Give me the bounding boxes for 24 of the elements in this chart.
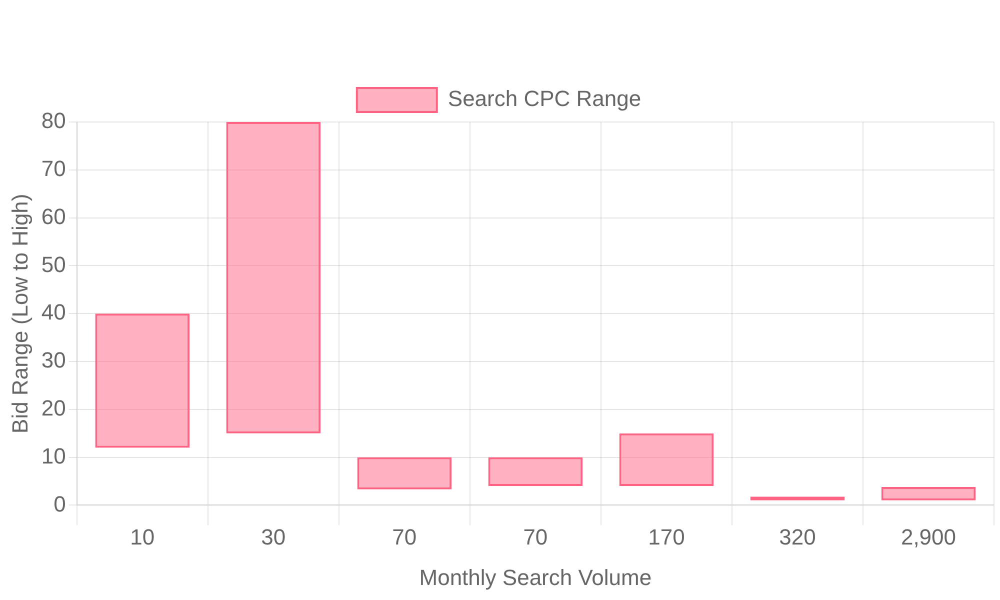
x-tick-label: 70 xyxy=(392,524,417,550)
y-tick-label: 10 xyxy=(41,443,66,468)
x-tick-label: 70 xyxy=(523,524,548,550)
x-tick-label: 30 xyxy=(261,524,286,550)
x-tick-label: 170 xyxy=(648,524,685,550)
y-tick-label: 80 xyxy=(41,108,66,134)
y-tick-label: 60 xyxy=(41,204,66,229)
y-tick-label: 40 xyxy=(41,300,66,325)
x-tick-label: 10 xyxy=(130,524,155,550)
x-tick-label: 320 xyxy=(779,524,816,550)
y-tick-label: 70 xyxy=(41,156,66,181)
y-tick-label: 30 xyxy=(41,348,66,373)
y-tick-label: 50 xyxy=(41,252,66,277)
bar xyxy=(357,457,452,490)
y-axis-title: Bid Range (Low to High) xyxy=(7,194,32,434)
bar xyxy=(488,457,583,486)
bar xyxy=(95,314,190,448)
x-axis-title: Monthly Search Volume xyxy=(419,564,652,590)
bar xyxy=(881,487,976,500)
legend-label: Search CPC Range xyxy=(448,86,642,112)
y-tick-label: 0 xyxy=(54,491,66,516)
bar xyxy=(619,433,714,486)
y-tick-label: 20 xyxy=(41,395,66,420)
x-tick-label: 2,900 xyxy=(900,524,956,550)
